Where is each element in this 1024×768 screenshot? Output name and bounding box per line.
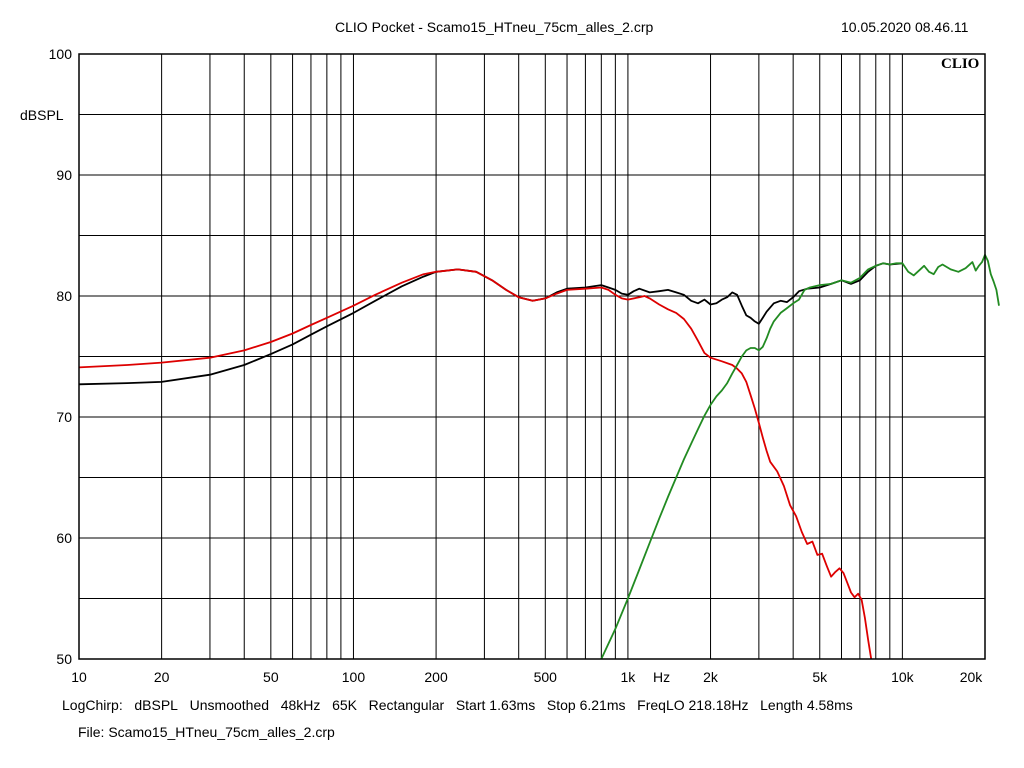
x-tick-label: 20k	[960, 669, 984, 685]
y-tick-label: 90	[56, 167, 72, 183]
x-tick-labels: 10 20 50 100 200 500 1k 2k 5k 10k 20k	[71, 669, 983, 685]
x-tick-label: 100	[342, 669, 366, 685]
chart-title: CLIO Pocket - Scamo15_HTneu_75cm_alles_2…	[335, 19, 654, 35]
x-tick-label: 10k	[891, 669, 915, 685]
clio-logo: CLIO	[941, 56, 979, 72]
grid	[79, 54, 985, 659]
x-tick-label: 500	[534, 669, 558, 685]
y-unit-label: dBSPL	[20, 107, 64, 123]
y-tick-label: 50	[56, 651, 72, 667]
x-tick-label: 2k	[703, 669, 719, 685]
x-tick-label: 10	[71, 669, 87, 685]
x-tick-label: 5k	[812, 669, 828, 685]
setting-stop: Stop 6.21ms	[546, 697, 626, 713]
curves	[78, 254, 1000, 660]
file-name: File: Scamo15_HTneu_75cm_alles_2.crp	[78, 724, 335, 740]
y-tick-label: 70	[56, 409, 72, 425]
setting-unit: dBSPL	[134, 697, 178, 713]
y-tick-label: 100	[49, 46, 73, 62]
setting-samplerate: 48kHz	[280, 697, 321, 713]
setting-smoothing: Unsmoothed	[189, 697, 270, 713]
x-tick-label: 20	[154, 669, 170, 685]
setting-start: Start 1.63ms	[455, 697, 536, 713]
setting-length: Length 4.58ms	[760, 697, 853, 713]
setting-freqlo: FreqLO 218.18Hz	[637, 697, 749, 713]
y-tick-label: 80	[56, 288, 72, 304]
x-tick-label: 200	[424, 669, 448, 685]
series-line-1	[78, 262, 903, 386]
setting-logchirp: LogChirp:	[62, 697, 123, 713]
x-tick-label: 50	[263, 669, 279, 685]
x-tick-label: 1k	[621, 669, 637, 685]
setting-size: 65K	[332, 697, 357, 713]
y-tick-label: 60	[56, 530, 72, 546]
series-line-2	[78, 268, 873, 660]
y-tick-labels: 100 90 80 70 60 50	[49, 46, 73, 667]
plot-frame	[78, 53, 986, 660]
setting-window: Rectangular	[368, 697, 445, 713]
chart-datetime: 10.05.2020 08.46.11	[841, 19, 969, 35]
series-line-3	[600, 254, 1000, 660]
x-unit-label: Hz	[653, 669, 670, 685]
measurement-settings: LogChirp: dBSPL Unsmoothed 48kHz 65K Rec…	[62, 697, 853, 713]
